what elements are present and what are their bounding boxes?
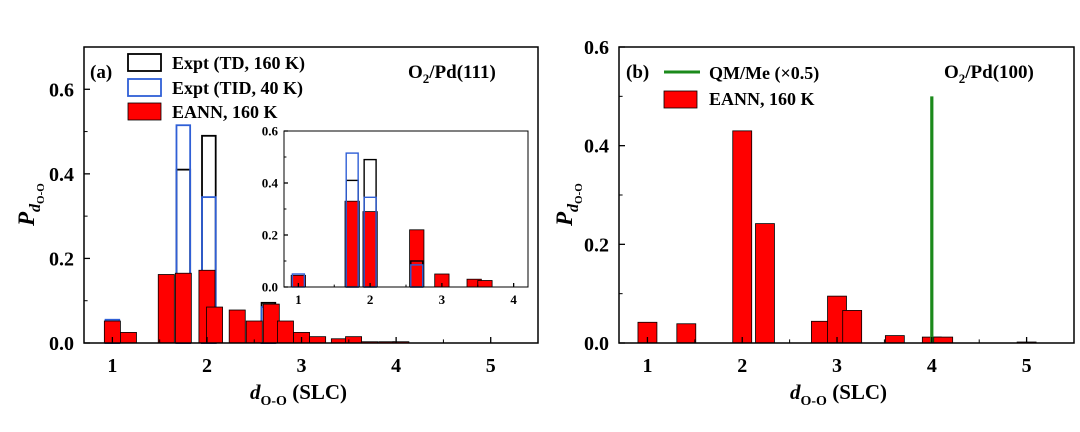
inset-x-tick-label-2: 3 [439, 292, 446, 307]
panel-b-bar-eann-160-k-6 [842, 310, 863, 344]
panel-b-x-tick-label-2: 3 [832, 355, 842, 377]
panel-b-x-tick-label-1: 2 [737, 355, 747, 377]
panel-b-y-tick-label-0: 0.0 [584, 333, 609, 355]
legend-label-eann: EANN, 160 K [172, 102, 278, 122]
panel-b-x-tick-label-3: 4 [927, 355, 937, 377]
legend-swatch-eann-b [663, 90, 698, 109]
panel-b-x-tick-label-4: 5 [1022, 355, 1032, 377]
inset-x-tick-label-3: 4 [510, 292, 517, 307]
inset-y-tick-label-1: 0.2 [262, 228, 278, 243]
inset-bar-eann-160-k-3 [409, 229, 425, 288]
panel-a-x-tick-label-4: 5 [486, 355, 496, 377]
panel-b-y-tick-label-2: 0.4 [584, 136, 609, 158]
panel-a-bar-eann-160-k-3 [174, 272, 192, 344]
inset-bar-eann-160-k-6 [477, 280, 493, 288]
panel-a-bar-eann-160-k-1 [120, 332, 137, 344]
panel-a-bar-eann-160-k-13 [345, 336, 363, 344]
panel-b-bar-eann-160-k-1 [676, 323, 697, 344]
panel-a-inset-ticks: 0.0 0.2 0.4 0.6 1 2 3 4 [262, 124, 518, 307]
panel-b-ticks: 0.0 0.2 0.4 0.6 1 2 3 4 5 [584, 37, 1032, 377]
panel-a-x-axis-title: dO-O (SLC) [250, 380, 347, 409]
panel-b-bar-eann-160-k-2 [732, 130, 753, 344]
panel-b-system-label: O2/Pd(100) [944, 62, 1034, 86]
panel-a-inset: 0.0 0.2 0.4 0.6 1 2 3 4 [262, 124, 529, 307]
inset-y-tick-label-0: 0.0 [262, 280, 278, 295]
panel-a-plot-frame [83, 46, 539, 344]
legend-label-expt-td: Expt (TD, 160 K) [172, 53, 305, 74]
legend-label-expt-tid: Expt (TID, 40 K) [172, 78, 303, 99]
panel-a-bar-eann-160-k-2 [157, 274, 175, 344]
panel-a-bar-eann-160-k-11 [309, 336, 327, 344]
panel-a-bar-eann-160-k-8 [262, 303, 280, 344]
inset-bar-eann-160-k-1 [344, 200, 360, 288]
panel-a-bar-eann-160-k-6 [228, 309, 246, 344]
panel-a-bars [103, 124, 410, 344]
panel-b-y-tick-label-1: 0.2 [584, 234, 609, 256]
inset-x-tick-label-0: 1 [295, 292, 302, 307]
panel-a-system-label: O2/Pd(111) [408, 62, 496, 86]
inset-y-tick-label-2: 0.4 [262, 176, 279, 191]
panel-a-y-tick-label-3: 0.6 [49, 79, 74, 101]
legend-swatch-eann [127, 102, 162, 121]
panel-a-x-tick-label-2: 3 [297, 355, 307, 377]
panel-b-bar-eann-160-k-7 [884, 335, 905, 344]
panel-b-y-axis-title: PdO-O [552, 183, 585, 227]
panel-a-y-tick-label-0: 0.0 [49, 333, 74, 355]
panel-b-bars [637, 96, 1037, 344]
panel-b-label: (b) [626, 62, 649, 83]
panel-a-x-tick-label-0: 1 [107, 355, 117, 377]
panel-a-x-tick-label-1: 2 [202, 355, 212, 377]
panel-a-bar-eann-160-k-9 [277, 320, 294, 344]
panel-a-bar-eann-160-k-5 [206, 306, 223, 344]
panel-a-inset-background [284, 131, 528, 287]
panel-a-y-tick-label-2: 0.4 [49, 164, 74, 186]
panel-a-x-tick-label-3: 4 [391, 355, 401, 377]
panel-b-legend: QM/Me (×0.5) EANN, 160 K [663, 63, 819, 109]
panel-b-bar-eann-160-k-9 [933, 336, 954, 344]
inset-x-tick-label-1: 2 [367, 292, 374, 307]
legend-swatch-expt-tid [127, 78, 162, 97]
inset-bar-eann-160-k-2 [362, 211, 378, 288]
panel-a-ticks: 0.0 0.2 0.4 0.6 1 2 3 4 5 [49, 79, 496, 377]
panel-b-chart: 0.0 0.2 0.4 0.6 1 2 3 4 5 (b) O2/Pd(100) QM/Me (… [552, 37, 1075, 409]
panel-a-legend: Expt (TD, 160 K) Expt (TID, 40 K) EANN, … [127, 53, 305, 122]
legend-label-eann-b: EANN, 160 K [709, 89, 815, 109]
panel-b-x-axis-title: dO-O (SLC) [790, 380, 887, 409]
panel-b-bar-eann-160-k-3 [755, 223, 775, 344]
legend-swatch-expt-td [127, 53, 162, 72]
inset-y-tick-label-3: 0.6 [262, 124, 279, 139]
panel-a-chart: 0.0 0.2 0.4 0.6 1 2 3 4 5 (a) O2/Pd(111) Expt (T… [14, 46, 539, 409]
panel-b-x-tick-label-0: 1 [642, 355, 652, 377]
legend-label-qm-me: QM/Me (×0.5) [709, 63, 819, 84]
panel-a-y-tick-label-1: 0.2 [49, 248, 74, 270]
panel-a-label: (a) [90, 62, 112, 83]
panel-a-y-axis-title: PdO-O [14, 183, 47, 227]
panel-b-y-tick-label-3: 0.6 [584, 37, 609, 59]
